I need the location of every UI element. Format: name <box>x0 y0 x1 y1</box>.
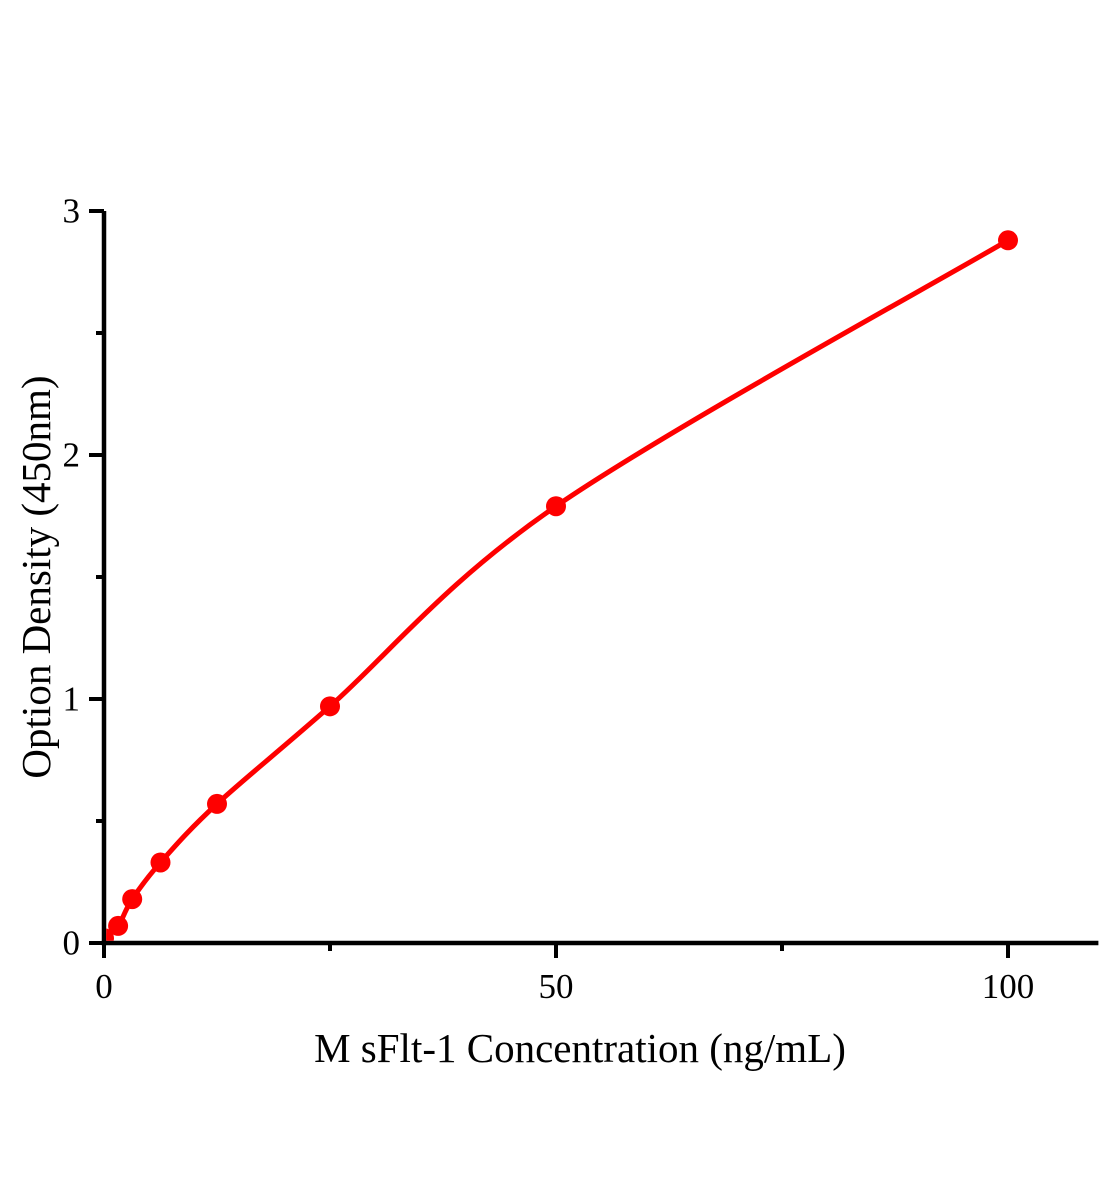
data-point <box>320 696 340 717</box>
data-point <box>106 928 114 941</box>
data-point <box>207 793 227 814</box>
series-group <box>106 230 1018 941</box>
y-tick-label: 0 <box>63 924 81 963</box>
y-tick-label: 2 <box>63 436 81 475</box>
y-tick-label: 3 <box>63 192 81 231</box>
axes <box>101 211 1099 946</box>
y-tick-label: 1 <box>63 680 81 719</box>
x-tick-label: 100 <box>982 967 1035 1006</box>
data-point <box>150 852 171 873</box>
data-point <box>546 496 566 517</box>
axis-tick-labels: 0 1 2 3 0 50 100 <box>63 192 1035 1007</box>
standard-curve-line <box>106 237 1011 940</box>
data-point <box>122 889 143 910</box>
data-point <box>998 230 1018 251</box>
y-axis-title: Option Density (450nm) <box>13 375 59 778</box>
x-tick-label: 0 <box>95 967 113 1006</box>
x-axis-title: M sFlt-1 Concentration (ng/mL) <box>314 1025 846 1071</box>
data-point <box>108 915 129 936</box>
x-tick-label: 50 <box>539 967 574 1006</box>
axis-ticks <box>89 209 1010 958</box>
